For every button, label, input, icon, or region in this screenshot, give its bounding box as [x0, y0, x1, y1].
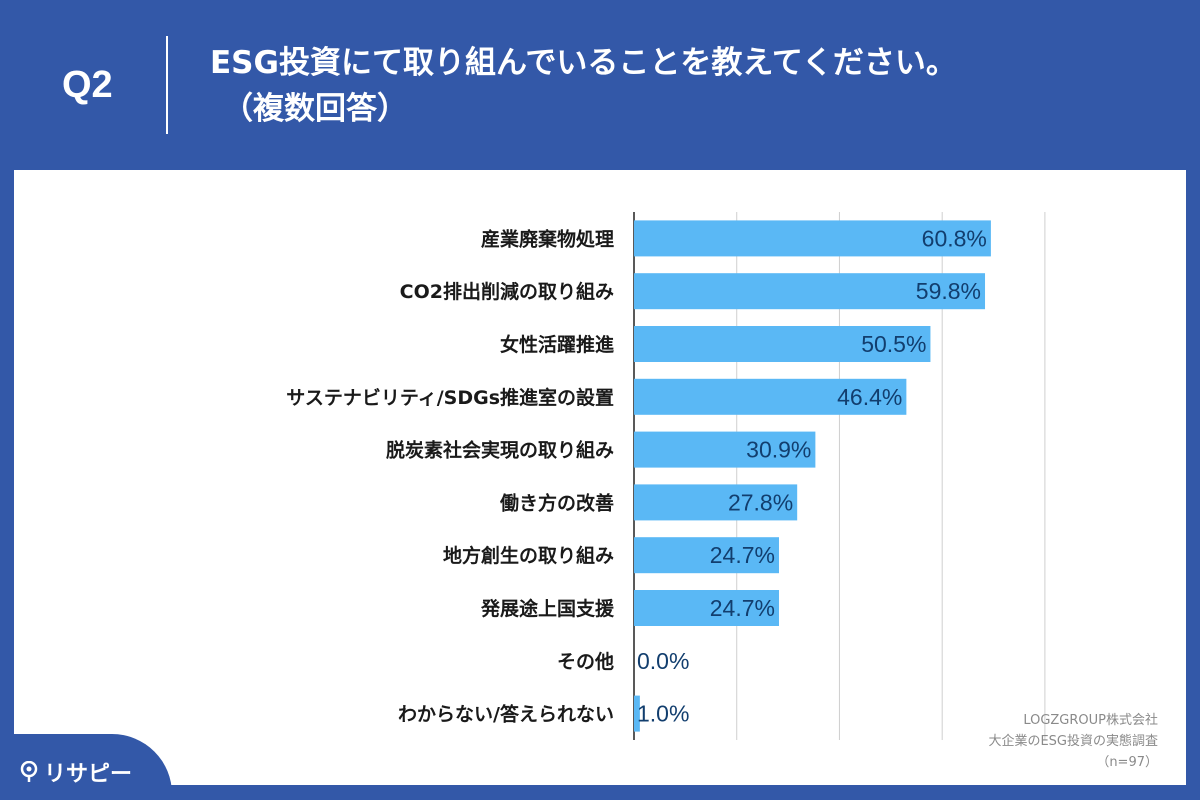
bar-7: [634, 537, 779, 574]
category-label-5: 脱炭素社会実現の取り組み: [386, 439, 614, 462]
bar-3: [634, 326, 931, 362]
title-line-2: （複数回答）: [222, 91, 408, 127]
value-label-5: 30.9%: [746, 437, 811, 463]
logo-text: リサピー: [44, 762, 133, 787]
chart-panel: [14, 170, 1186, 785]
category-label-4: サステナビリティ/SDGs推進室の設置: [286, 386, 614, 409]
bar-5: [634, 431, 816, 468]
bar-1: [634, 220, 991, 257]
source-survey: 大企業のESG投資の実態調査: [988, 734, 1158, 749]
header: Q2 ESG投資にて取り組んでいることを教えてください。 （複数回答）: [0, 0, 1200, 170]
header-divider: [166, 36, 168, 134]
chart-title: ESG投資にて取り組んでいることを教えてください。 （複数回答）: [210, 40, 957, 132]
question-number: Q2: [62, 64, 113, 106]
source-company: LOGZGROUP株式会社: [1023, 713, 1158, 728]
category-label-2: CO2排出削減の取り組み: [400, 280, 614, 303]
source-note: LOGZGROUP株式会社 大企業のESG投資の実態調査 （n=97）: [988, 710, 1158, 773]
value-label-9: 0.0%: [637, 648, 689, 674]
source-sample-size: （n=97）: [1096, 755, 1158, 770]
category-label-9: その他: [557, 650, 614, 673]
pin-icon: [20, 760, 38, 783]
category-label-8: 発展途上国支援: [480, 597, 615, 620]
bar-6: [634, 484, 798, 521]
labels: 産業廃棄物処理 60.8% CO2排出削減の取り組み 59.8% 女性活躍推進 50.5%…: [286, 225, 987, 726]
bar-4: [634, 378, 907, 415]
bars: [634, 220, 991, 732]
title-line-1: ESG投資にて取り組んでいることを教えてください。: [210, 45, 957, 81]
value-label-1: 60.8%: [922, 225, 987, 251]
bar-10: [634, 695, 640, 732]
category-label-10: わからない/答えられない: [398, 703, 614, 726]
category-label-7: 地方創生の取り組み: [443, 544, 614, 567]
value-label-7: 24.7%: [710, 542, 775, 568]
value-label-3: 50.5%: [861, 331, 926, 357]
category-label-3: 女性活躍推進: [500, 333, 614, 356]
value-label-4: 46.4%: [837, 384, 902, 410]
bar-2: [634, 273, 986, 310]
value-label-2: 59.8%: [916, 278, 981, 304]
value-label-10: 1.0%: [637, 701, 689, 727]
bar-8: [634, 590, 779, 626]
value-label-8: 24.7%: [710, 595, 775, 621]
value-label-6: 27.8%: [728, 489, 793, 515]
category-label-6: 働き方の改善: [499, 491, 614, 514]
category-label-1: 産業廃棄物処理: [481, 227, 614, 250]
logo: リサピー: [20, 756, 132, 788]
